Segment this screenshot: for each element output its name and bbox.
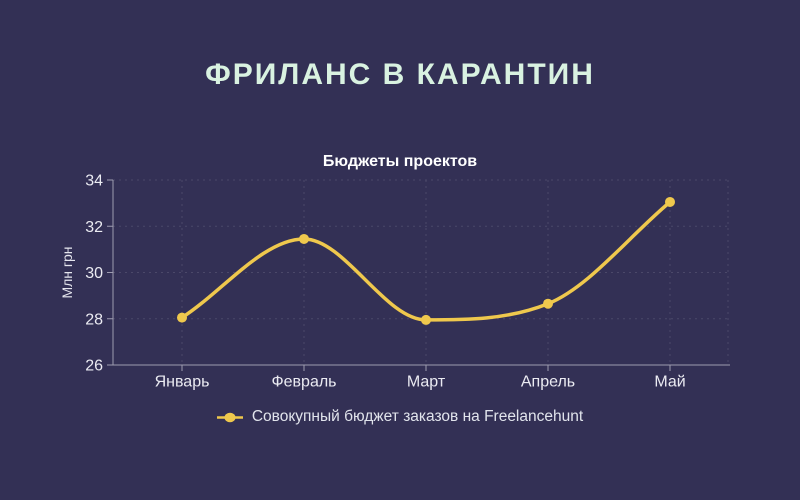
chart-legend[interactable]: Совокупный бюджет заказов на Freelancehu… xyxy=(0,404,800,430)
legend-series-marker-icon xyxy=(216,412,243,422)
legend-series-label: Совокупный бюджет заказов на Freelancehu… xyxy=(251,408,584,425)
x-axis-category-label: Январь xyxy=(155,374,210,391)
y-axis-tick-label: 28 xyxy=(85,311,103,328)
y-axis-tick-label: 34 xyxy=(85,173,103,190)
series-line xyxy=(180,200,672,322)
x-axis-category-label: Март xyxy=(407,374,446,391)
data-point[interactable] xyxy=(177,312,187,323)
line-chart-plot-area: 26 28 30 32 34 Январь Февраль Март Апрель Май Млн … xyxy=(59,173,730,391)
y-axis-tick-label: 30 xyxy=(85,265,103,282)
data-point[interactable] xyxy=(665,196,675,207)
x-axis-category-label: Февраль xyxy=(271,374,336,391)
data-point[interactable] xyxy=(543,298,553,309)
x-axis-category-label: Апрель xyxy=(521,374,575,391)
y-axis-tick-label: 26 xyxy=(85,358,103,375)
data-point[interactable] xyxy=(299,233,309,244)
data-point[interactable] xyxy=(421,314,431,325)
x-axis-category-label: Май xyxy=(654,374,685,391)
page-title: ФРИЛАНС В КАРАНТИН xyxy=(205,58,595,91)
y-axis-title: Млн грн xyxy=(59,246,75,298)
y-axis-tick-label: 32 xyxy=(85,219,103,236)
chart-title: Бюджеты проектов xyxy=(322,153,478,170)
